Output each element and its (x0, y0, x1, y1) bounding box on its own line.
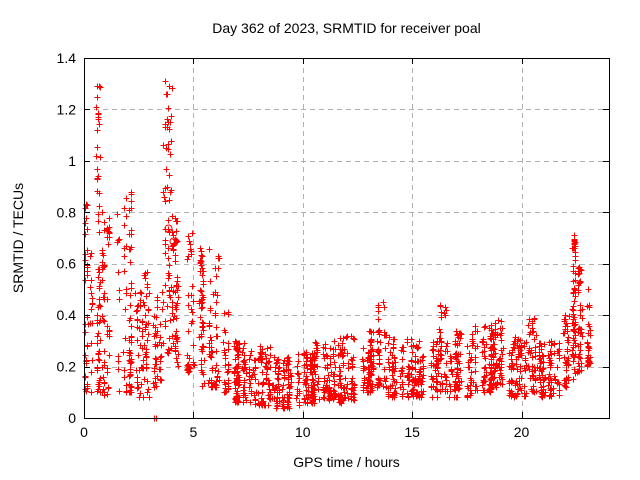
scatter-point-circle (164, 224, 173, 233)
y-tick-label: 0.8 (57, 204, 77, 220)
x-tick-label: 20 (514, 424, 530, 440)
axes-layer (84, 58, 610, 419)
y-tick-label: 1 (68, 153, 76, 169)
scatter-points (82, 78, 594, 422)
y-tick-label: 0.2 (57, 359, 77, 375)
grid-layer (85, 59, 608, 417)
y-tick-label: 1.4 (57, 50, 77, 66)
tick-labels: 0 5 10 15 20 0 0.2 0.4 0.6 0.8 1 1.2 1.4 (57, 50, 530, 440)
x-tick-label: 15 (404, 424, 420, 440)
x-tick-label: 0 (80, 424, 88, 440)
y-tick-label: 1.2 (57, 101, 77, 117)
x-axis-label: GPS time / hours (293, 454, 400, 470)
y-tick-label: 0 (68, 410, 76, 426)
x-tick-label: 5 (189, 424, 197, 440)
y-axis-label: SRMTID / TECUs (10, 182, 26, 294)
y-tick-label: 0.6 (57, 256, 77, 272)
chart-title: Day 362 of 2023, SRMTID for receiver poa… (212, 20, 481, 36)
x-tick-label: 10 (295, 424, 311, 440)
scatter-point-circle (169, 237, 178, 246)
y-tick-label: 0.4 (57, 307, 77, 323)
plot-border (84, 58, 610, 419)
